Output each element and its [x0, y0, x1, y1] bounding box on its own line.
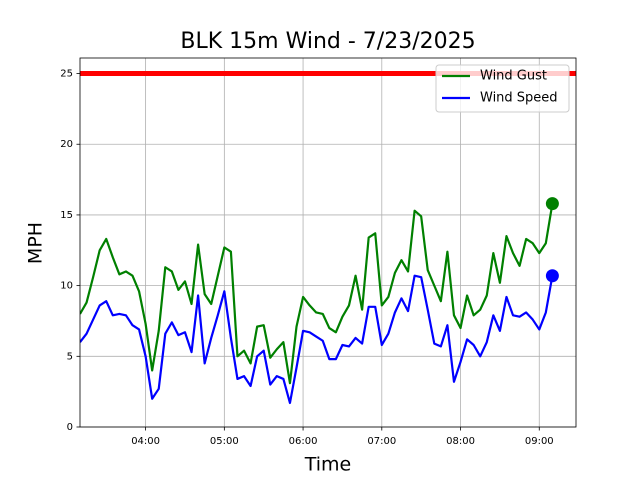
y-tick-label: 20: [60, 139, 73, 150]
series-line: [80, 274, 554, 405]
x-tick-label: 07:00: [367, 436, 396, 447]
end-marker: [545, 197, 559, 211]
x-tick-label: 06:00: [289, 436, 318, 447]
x-tick-label: 04:00: [131, 436, 160, 447]
y-axis-label: MPH: [25, 222, 47, 264]
chart-title: BLK 15m Wind - 7/23/2025: [180, 29, 475, 54]
y-tick-label: 0: [67, 422, 73, 433]
plot-frame: [79, 57, 577, 428]
y-tick-label: 10: [60, 281, 73, 292]
legend: Wind Gust Wind Speed: [435, 64, 570, 113]
x-tick-label: 08:00: [446, 436, 475, 447]
legend-label: Wind Speed: [480, 91, 558, 106]
y-tick-label: 15: [60, 210, 73, 221]
grid: [80, 58, 576, 428]
legend-label: Wind Gust: [480, 69, 547, 84]
y-tick-label: 25: [60, 69, 73, 80]
x-axis-label: Time: [304, 454, 352, 476]
x-tick-label: 05:00: [210, 436, 239, 447]
x-tick-label: 09:00: [525, 436, 554, 447]
end-marker: [545, 269, 559, 283]
series-line: [80, 203, 554, 385]
y-tick-label: 5: [67, 351, 73, 362]
